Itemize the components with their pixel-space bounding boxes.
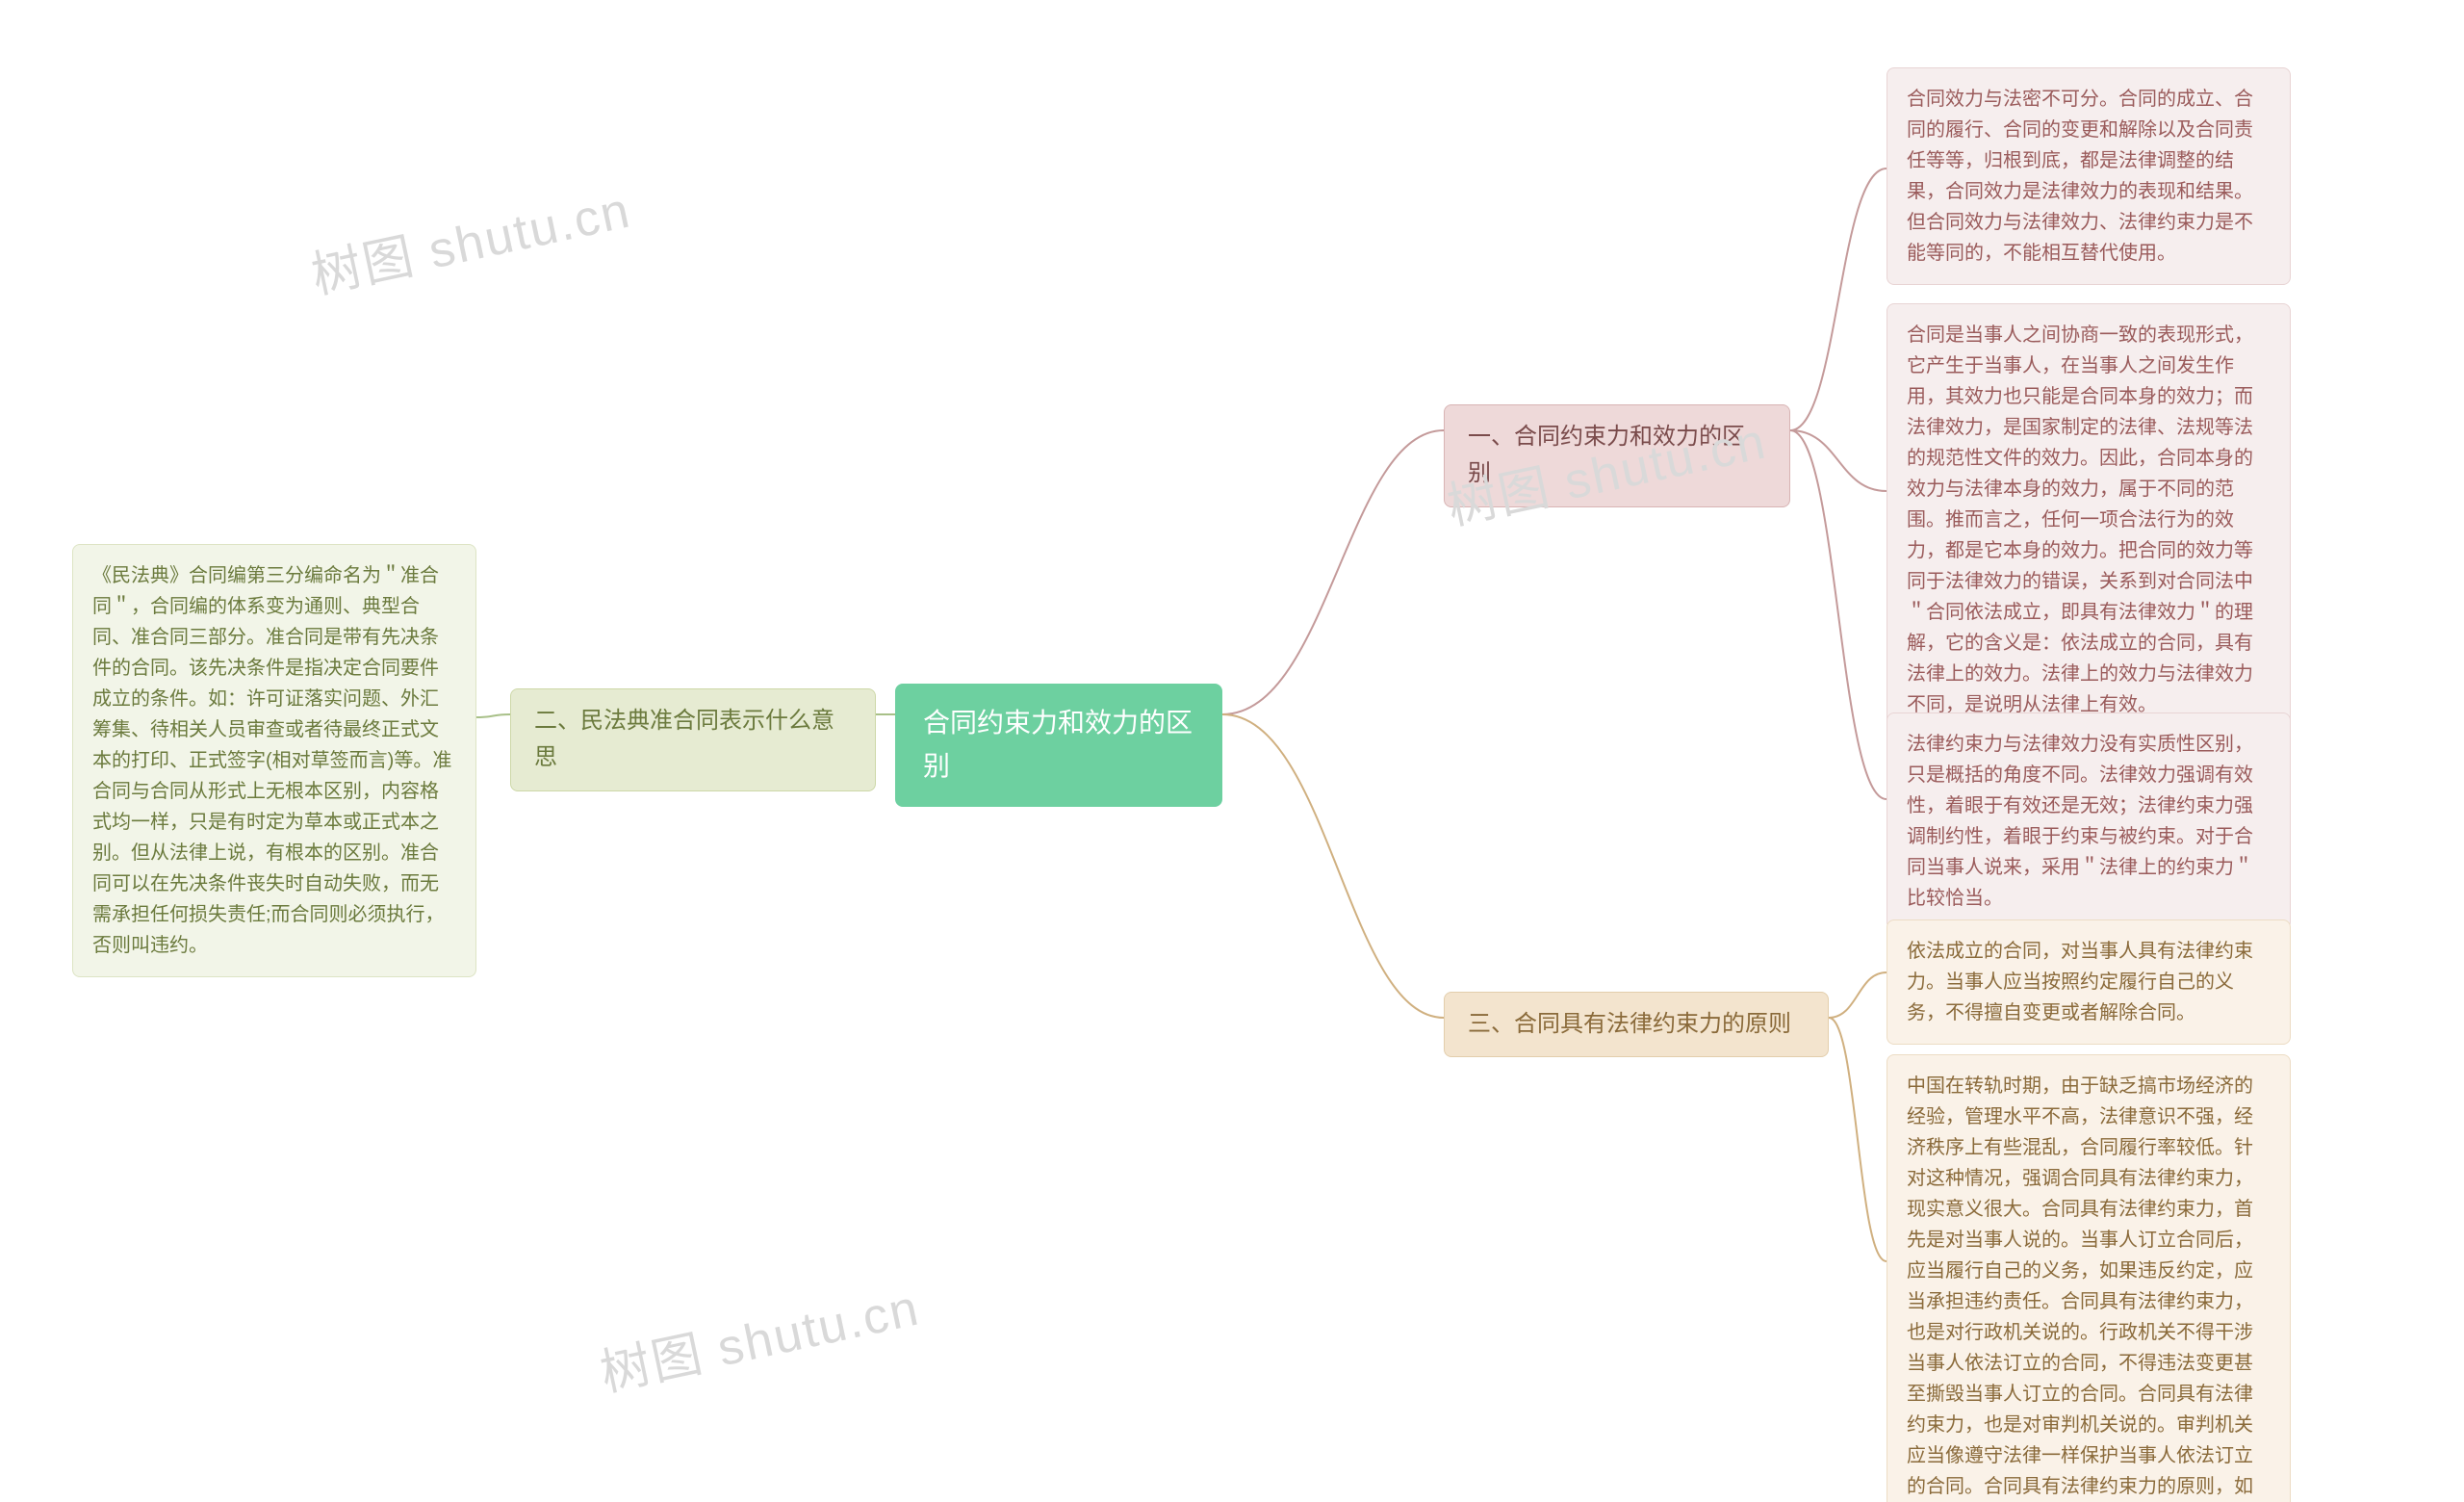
leaf-1-3-text: 法律约束力与法律效力没有实质性区别，只是概括的角度不同。法律效力强调有效性，着眼… (1907, 734, 2253, 909)
leaf-1-2-text: 合同是当事人之间协商一致的表现形式，它产生于当事人，在当事人之间发生作用，其效力… (1907, 324, 2253, 715)
leaf-node-2-1: 《民法典》合同编第三分编命名为＂准合同＂，合同编的体系变为通则、典型合同、准合同… (72, 544, 476, 977)
branch-node-1: 一、合同约束力和效力的区别 (1444, 404, 1790, 507)
watermark: 树图 shutu.cn (304, 169, 636, 307)
watermark: 树图 shutu.cn (593, 1267, 925, 1405)
root-node: 合同约束力和效力的区别 (895, 684, 1222, 807)
leaf-1-1-text: 合同效力与法密不可分。合同的成立、合同的履行、合同的变更和解除以及合同责任等等，… (1907, 89, 2253, 264)
branch-2-label: 二、民法典准合同表示什么意思 (534, 708, 834, 770)
branch-node-2: 二、民法典准合同表示什么意思 (510, 688, 876, 791)
leaf-node-1-1: 合同效力与法密不可分。合同的成立、合同的履行、合同的变更和解除以及合同责任等等，… (1886, 67, 2291, 285)
branch-node-3: 三、合同具有法律约束力的原则 (1444, 992, 1829, 1057)
root-label: 合同约束力和效力的区别 (923, 708, 1193, 781)
mindmap-canvas: { "canvas": { "width": 2560, "height": 1… (0, 0, 2464, 1502)
leaf-node-3-2: 中国在转轨时期，由于缺乏搞市场经济的经验，管理水平不高，法律意识不强，经济秩序上… (1886, 1054, 2291, 1502)
branch-3-label: 三、合同具有法律约束力的原则 (1468, 1011, 1791, 1037)
leaf-3-1-text: 依法成立的合同，对当事人具有法律约束力。当事人应当按照约定履行自己的义务，不得擅… (1907, 941, 2253, 1023)
leaf-2-1-text: 《民法典》合同编第三分编命名为＂准合同＂，合同编的体系变为通则、典型合同、准合同… (92, 565, 451, 956)
leaf-node-1-3: 法律约束力与法律效力没有实质性区别，只是概括的角度不同。法律效力强调有效性，着眼… (1886, 712, 2291, 930)
leaf-3-2-text: 中国在转轨时期，由于缺乏搞市场经济的经验，管理水平不高，法律意识不强，经济秩序上… (1907, 1075, 2253, 1502)
leaf-node-3-1: 依法成立的合同，对当事人具有法律约束力。当事人应当按照约定履行自己的义务，不得擅… (1886, 919, 2291, 1045)
branch-1-label: 一、合同约束力和效力的区别 (1468, 424, 1745, 486)
leaf-node-1-2: 合同是当事人之间协商一致的表现形式，它产生于当事人，在当事人之间发生作用，其效力… (1886, 303, 2291, 737)
